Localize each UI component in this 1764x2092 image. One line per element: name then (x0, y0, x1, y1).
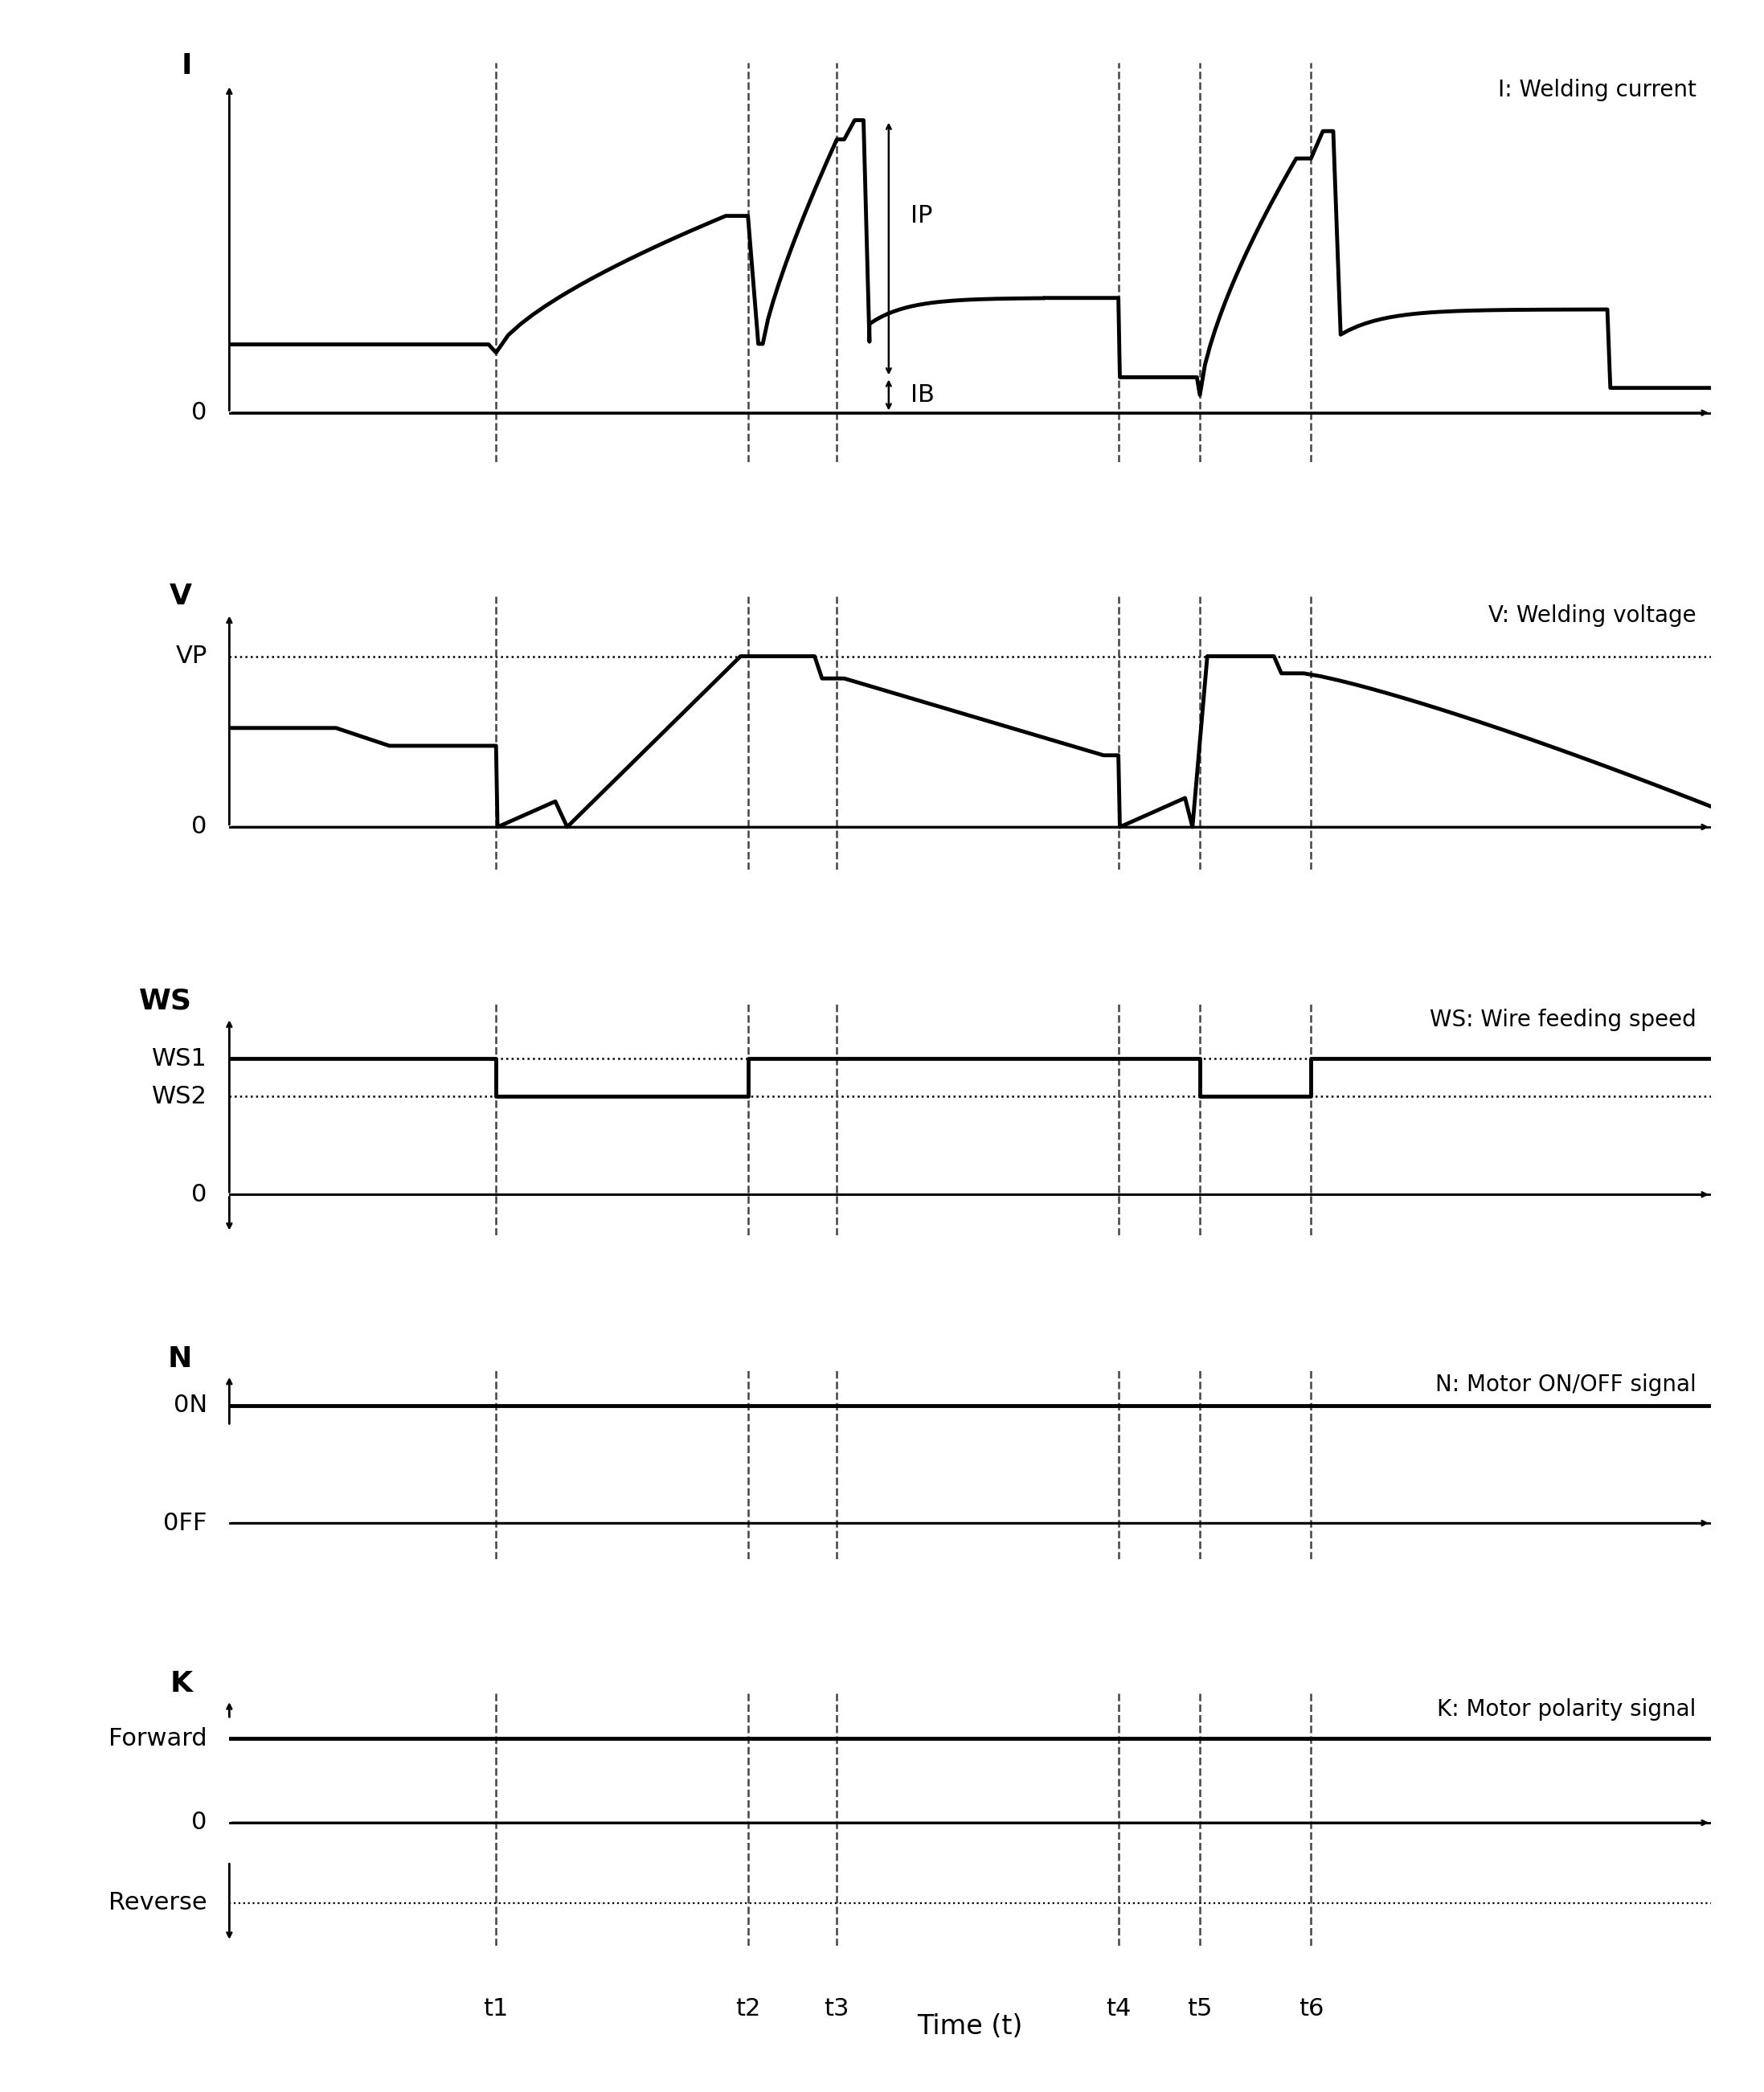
Text: WS2: WS2 (152, 1086, 206, 1109)
Text: VP: VP (176, 644, 206, 667)
Text: 0: 0 (192, 402, 206, 425)
Text: N: N (168, 1345, 192, 1372)
Text: Time (t): Time (t) (917, 2013, 1023, 2040)
Text: N: Motor ON/OFF signal: N: Motor ON/OFF signal (1436, 1374, 1697, 1395)
Text: WS: Wire feeding speed: WS: Wire feeding speed (1429, 1008, 1697, 1031)
Text: 0: 0 (192, 1182, 206, 1207)
Text: IB: IB (910, 383, 935, 406)
Text: Reverse: Reverse (109, 1891, 206, 1914)
Text: t2: t2 (736, 1998, 760, 2021)
Text: t1: t1 (483, 1998, 508, 2021)
Text: I: Welding current: I: Welding current (1498, 79, 1697, 100)
Text: IP: IP (910, 205, 933, 228)
Text: t4: t4 (1106, 1998, 1131, 2021)
Text: t6: t6 (1298, 1998, 1323, 2021)
Text: V: V (169, 584, 192, 611)
Text: t3: t3 (824, 1998, 850, 2021)
Text: K: Motor polarity signal: K: Motor polarity signal (1438, 1699, 1697, 1722)
Text: Forward: Forward (109, 1728, 206, 1751)
Text: WS1: WS1 (152, 1046, 206, 1071)
Text: 0: 0 (192, 1812, 206, 1835)
Text: K: K (169, 1669, 192, 1697)
Text: V: Welding voltage: V: Welding voltage (1489, 605, 1697, 628)
Text: 0N: 0N (173, 1393, 206, 1416)
Text: I: I (182, 52, 192, 79)
Text: WS: WS (139, 987, 192, 1015)
Text: 0: 0 (192, 816, 206, 839)
Text: t5: t5 (1187, 1998, 1212, 2021)
Text: 0FF: 0FF (164, 1513, 206, 1536)
